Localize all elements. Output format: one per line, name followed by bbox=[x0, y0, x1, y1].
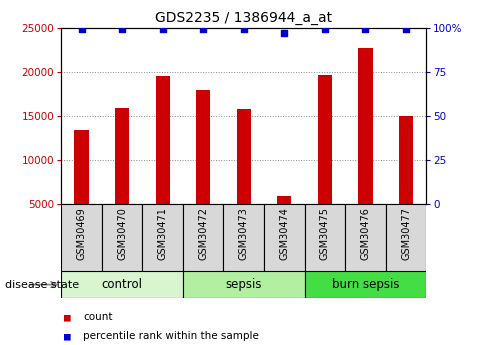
Text: disease state: disease state bbox=[5, 280, 79, 289]
Bar bbox=[115, 108, 129, 204]
Point bbox=[240, 27, 247, 32]
Point bbox=[199, 27, 207, 32]
Text: GSM30471: GSM30471 bbox=[158, 207, 168, 260]
Bar bbox=[183, 204, 223, 271]
Bar bbox=[358, 48, 372, 204]
Bar bbox=[183, 271, 305, 298]
Text: control: control bbox=[101, 278, 143, 291]
Text: ■: ■ bbox=[64, 332, 71, 341]
Bar bbox=[264, 204, 305, 271]
Bar bbox=[399, 116, 413, 204]
Bar bbox=[155, 76, 170, 204]
Text: GSM30473: GSM30473 bbox=[239, 207, 249, 260]
Title: GDS2235 / 1386944_a_at: GDS2235 / 1386944_a_at bbox=[155, 11, 332, 25]
Bar bbox=[305, 204, 345, 271]
Bar bbox=[61, 204, 102, 271]
Bar bbox=[143, 204, 183, 271]
Text: sepsis: sepsis bbox=[225, 278, 262, 291]
Text: GSM30477: GSM30477 bbox=[401, 207, 411, 260]
Point bbox=[402, 27, 410, 32]
Text: GSM30474: GSM30474 bbox=[279, 207, 289, 260]
Bar bbox=[196, 90, 210, 204]
Bar bbox=[74, 130, 89, 204]
Point bbox=[362, 27, 369, 32]
Text: GSM30470: GSM30470 bbox=[117, 207, 127, 260]
Bar bbox=[386, 204, 426, 271]
Point bbox=[77, 27, 85, 32]
Point bbox=[118, 27, 126, 32]
Text: burn sepsis: burn sepsis bbox=[332, 278, 399, 291]
Text: GSM30475: GSM30475 bbox=[320, 207, 330, 260]
Text: count: count bbox=[83, 313, 113, 322]
Bar bbox=[277, 196, 292, 204]
Point bbox=[321, 27, 329, 32]
Text: ■: ■ bbox=[64, 313, 71, 322]
Bar bbox=[237, 109, 251, 204]
Text: GSM30472: GSM30472 bbox=[198, 207, 208, 260]
Bar bbox=[345, 204, 386, 271]
Bar bbox=[305, 271, 426, 298]
Bar bbox=[223, 204, 264, 271]
Bar bbox=[102, 204, 143, 271]
Bar bbox=[318, 75, 332, 204]
Bar bbox=[61, 271, 183, 298]
Point bbox=[159, 27, 167, 32]
Text: GSM30476: GSM30476 bbox=[361, 207, 370, 260]
Text: percentile rank within the sample: percentile rank within the sample bbox=[83, 332, 259, 341]
Text: GSM30469: GSM30469 bbox=[76, 207, 87, 260]
Point bbox=[280, 30, 288, 36]
